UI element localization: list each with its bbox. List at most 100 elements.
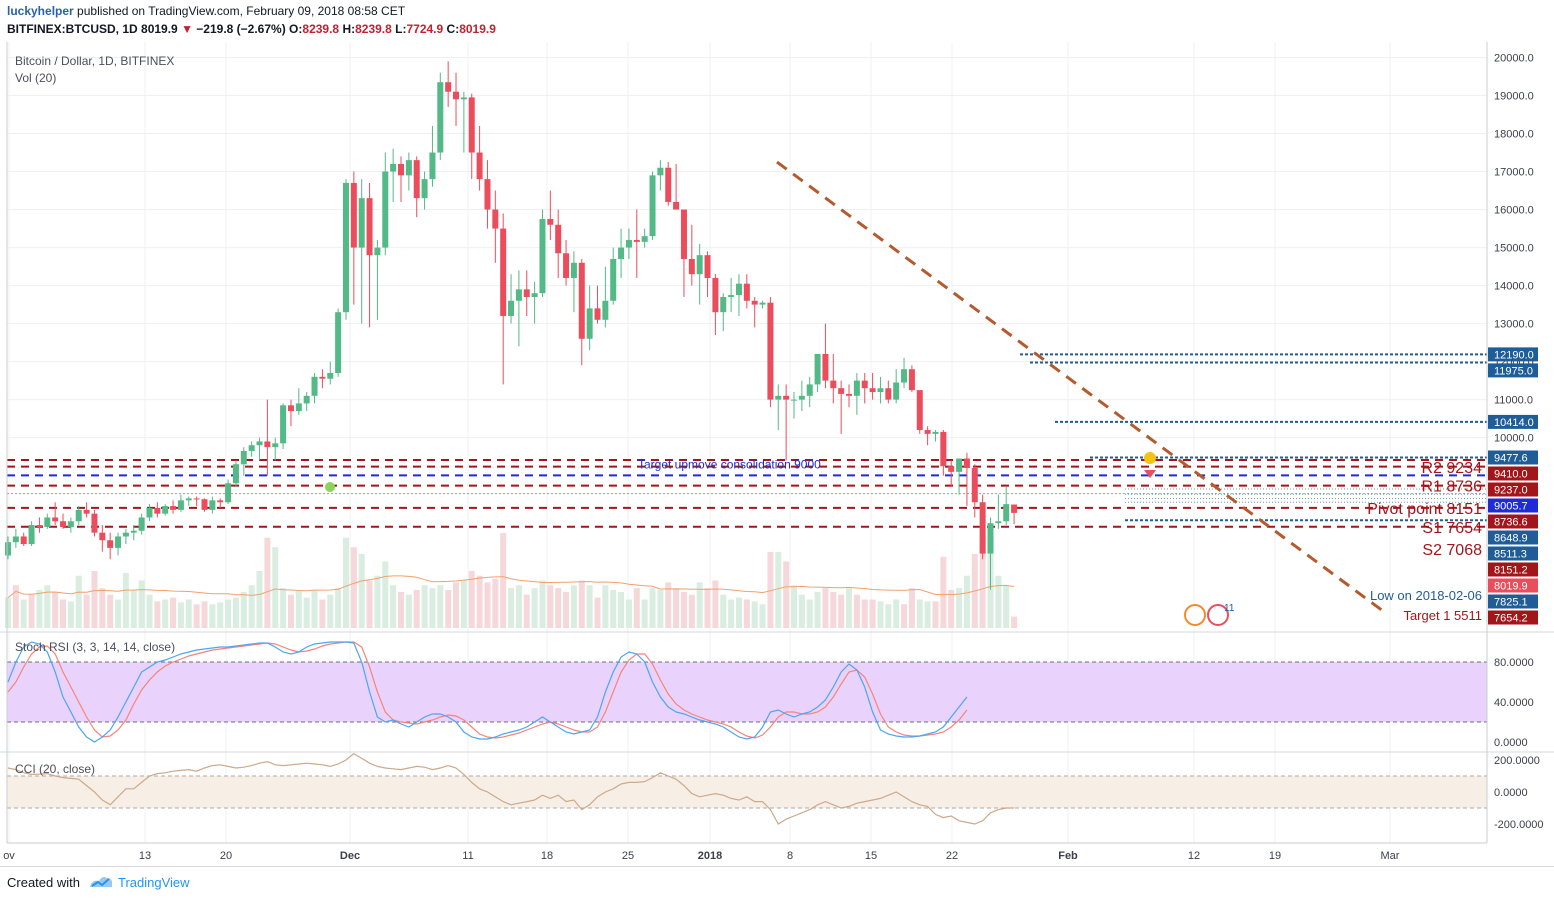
time-tick-label: 11 — [462, 850, 473, 862]
volume-bar — [460, 580, 467, 628]
price-tick-label: 10000.0 — [1494, 433, 1534, 445]
volume-bar — [272, 547, 279, 628]
candle-body — [5, 542, 11, 556]
pivot-label: R2 9234 — [1422, 460, 1483, 477]
candle-body — [948, 466, 955, 472]
low-label: Low on 2018-02-06 — [1370, 588, 1482, 603]
trend-lines — [776, 160, 1386, 614]
candle-body — [287, 405, 294, 412]
candle-body — [67, 521, 74, 527]
grid-lines — [7, 42, 1487, 843]
volume-bar — [36, 590, 43, 628]
candle-body — [36, 525, 43, 527]
price-tag-label: 8511.3 — [1494, 548, 1527, 560]
price-tag-box — [1488, 514, 1538, 529]
volume-bar — [916, 599, 923, 628]
time-tick-label: 8 — [787, 850, 793, 862]
volume-bar — [908, 588, 915, 628]
candle-body — [971, 468, 978, 503]
candle-body — [146, 507, 153, 518]
candle-body — [586, 308, 593, 339]
candle-body — [759, 302, 766, 305]
target-text: Target upmove consolidation 9000 — [638, 458, 821, 472]
price-tick-label: 20000.0 — [1494, 53, 1534, 65]
volume-bar — [154, 601, 161, 628]
candle-body — [335, 312, 342, 374]
volume-bar — [932, 601, 939, 628]
candle-body — [508, 300, 515, 316]
volume-bar — [806, 599, 813, 628]
target-label: Target 1 5511 — [1403, 608, 1482, 623]
us-flag-icon — [1207, 604, 1229, 626]
volume-bar — [893, 599, 900, 628]
candle-body — [625, 239, 632, 248]
volume-bar — [861, 599, 868, 628]
candle-body — [531, 293, 538, 297]
volume-bar — [798, 594, 805, 628]
candle-body — [460, 97, 467, 100]
time-tick-label: 15 — [865, 850, 877, 862]
volume-bar — [28, 594, 35, 628]
volume-bar — [99, 588, 106, 628]
volume-bar — [91, 571, 98, 628]
volume-bar — [75, 575, 82, 628]
author-link[interactable]: luckyhelper — [7, 4, 74, 18]
candle-body — [60, 521, 67, 527]
candle-body — [107, 540, 114, 548]
volume-bar — [963, 575, 970, 628]
candle-body — [720, 296, 727, 313]
created-with-label: Created with — [7, 875, 80, 890]
price-tag-box — [1488, 610, 1538, 625]
time-tick-label: ov — [3, 850, 15, 862]
volume-bar — [791, 585, 797, 628]
symbol[interactable]: BITFINEX:BTCUSD, 1D — [7, 22, 138, 36]
tradingview-logo-icon[interactable] — [88, 873, 114, 891]
open-value: 8239.8 — [302, 22, 340, 36]
volume-bar — [138, 580, 145, 628]
price-tag-label: 9005.7 — [1494, 500, 1528, 512]
candle-body — [398, 163, 404, 176]
volume-bar — [555, 588, 562, 628]
tradingview-link[interactable]: TradingView — [118, 875, 190, 890]
event-badge: 11 — [1224, 603, 1235, 614]
price-tag-box — [1488, 530, 1538, 545]
volume-bar — [201, 601, 208, 628]
candle-body — [901, 369, 908, 383]
candle-body — [382, 171, 389, 248]
volume-bar — [948, 590, 955, 628]
volume-bar — [366, 580, 373, 628]
volume-bar — [578, 580, 585, 628]
volume-bar — [853, 594, 860, 628]
volume-bar — [358, 553, 365, 628]
cci-tick-label: -200.0000 — [1494, 819, 1544, 831]
price-tag-box — [1488, 546, 1538, 561]
volume-bar — [240, 591, 247, 628]
volume-bar — [413, 590, 420, 628]
volume-bar — [264, 537, 271, 628]
volume-bar — [122, 572, 129, 628]
candle-body — [979, 502, 986, 554]
volume-bar — [940, 556, 947, 628]
candle-body — [908, 369, 915, 391]
candle-body — [680, 209, 687, 259]
price-tag-box — [1488, 363, 1538, 378]
candle-body — [563, 253, 570, 278]
candle-body — [413, 160, 420, 199]
candle-body — [830, 380, 837, 389]
volume-bar — [492, 578, 499, 628]
candle-body — [649, 175, 656, 237]
volume-label: Vol (20) — [15, 71, 56, 85]
volume-bar — [193, 604, 200, 628]
candlesticks — [5, 61, 1018, 590]
volume-bar — [382, 561, 389, 628]
candle-body — [696, 255, 703, 275]
candle-body — [28, 525, 35, 545]
volume-bar — [1003, 585, 1010, 628]
volume-bar — [602, 585, 609, 628]
volume-bar — [673, 588, 680, 628]
volume-bar — [728, 599, 735, 628]
candle-body — [846, 393, 853, 396]
rsi-tick-label: 80.0000 — [1494, 657, 1534, 669]
candle-body — [350, 182, 357, 248]
pivot-label: S2 7068 — [1422, 542, 1482, 559]
